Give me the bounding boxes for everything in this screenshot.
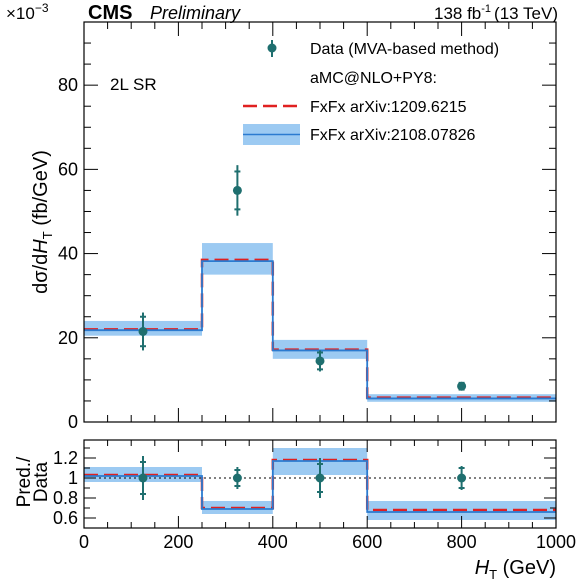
exponent-label: ×10−3	[6, 1, 49, 23]
legend-mc-header: aMC@NLO+PY8:	[310, 70, 437, 87]
ratio-fxfx-2108-step	[84, 460, 556, 513]
ratio-ylabels-label: 1.2	[53, 448, 78, 468]
lumi-label: 138 fb-1 (13 TeV)	[434, 3, 558, 23]
ratio-data-marker	[232, 473, 242, 483]
main-fxfx-1209-step	[84, 258, 556, 399]
experiment-label: CMS	[88, 2, 132, 24]
legend: Data (MVA-based method) aMC@NLO+PY8: FxF…	[243, 40, 499, 145]
region-label: 2L SR	[110, 75, 157, 94]
legend-fxfx2-label: FxFx arXiv:2108.07826	[310, 127, 476, 144]
ratio-data-point	[457, 466, 467, 490]
ratio-data-marker	[138, 473, 148, 483]
ratio-y-label-line1: Pred./	[14, 456, 35, 507]
ratio-data-marker	[315, 473, 325, 483]
ratio-ylabels-label: 0.8	[53, 488, 78, 508]
ratio-data-point	[138, 456, 148, 500]
status-label: Preliminary	[150, 3, 241, 23]
ratio-data-point	[315, 458, 325, 498]
legend-fxfx1-label: FxFx arXiv:1209.6215	[310, 99, 467, 116]
x-tick-label: 200	[163, 532, 193, 552]
main-data-marker	[232, 185, 242, 195]
x-tick-label: 400	[258, 532, 288, 552]
legend-data-marker	[267, 43, 277, 53]
legend-data-label: Data (MVA-based method)	[310, 41, 499, 58]
x-tick-label: 800	[447, 532, 477, 552]
main-ylabels-label: 60	[58, 159, 78, 179]
main-data-point	[232, 165, 242, 216]
ratio-panel: 0.60.811.2 0 200 400 600 800 1000 Pred./ Data…	[14, 439, 576, 582]
y-axis-label: dσ/dHT (fb/GeV)	[30, 150, 55, 294]
main-fxfx-2108-step	[84, 260, 556, 400]
main-data-marker	[138, 326, 148, 336]
ratio-data-point	[232, 467, 242, 489]
main-panel: 0 20 40 60 80 2L SR dσ/dHT (fb/GeV) Data (MV…	[30, 21, 557, 432]
ratio-y-label-line2: Data	[31, 462, 52, 503]
x-tick-label: 600	[352, 532, 382, 552]
ratio-ylabels-label: 1	[68, 468, 78, 488]
main-ylabels-label: 20	[58, 328, 78, 348]
main-data-point	[138, 312, 148, 351]
main-data-point	[315, 350, 325, 372]
main-band-bin-2	[272, 339, 368, 359]
main-ylabels-label: 40	[58, 244, 78, 264]
main-data-marker	[457, 381, 467, 391]
x-tick-label: 1000	[536, 532, 576, 552]
x-axis-label: HT (GeV)	[475, 557, 556, 582]
x-tick-label: 0	[79, 532, 89, 552]
ratio-ylabels-label: 0.6	[53, 508, 78, 528]
ratio-data-marker	[457, 473, 467, 483]
main-data-marker	[315, 356, 325, 366]
main-ylabels-label: 80	[58, 75, 78, 95]
main-data-point	[457, 381, 467, 391]
main-ylabels-label: 0	[68, 412, 78, 432]
